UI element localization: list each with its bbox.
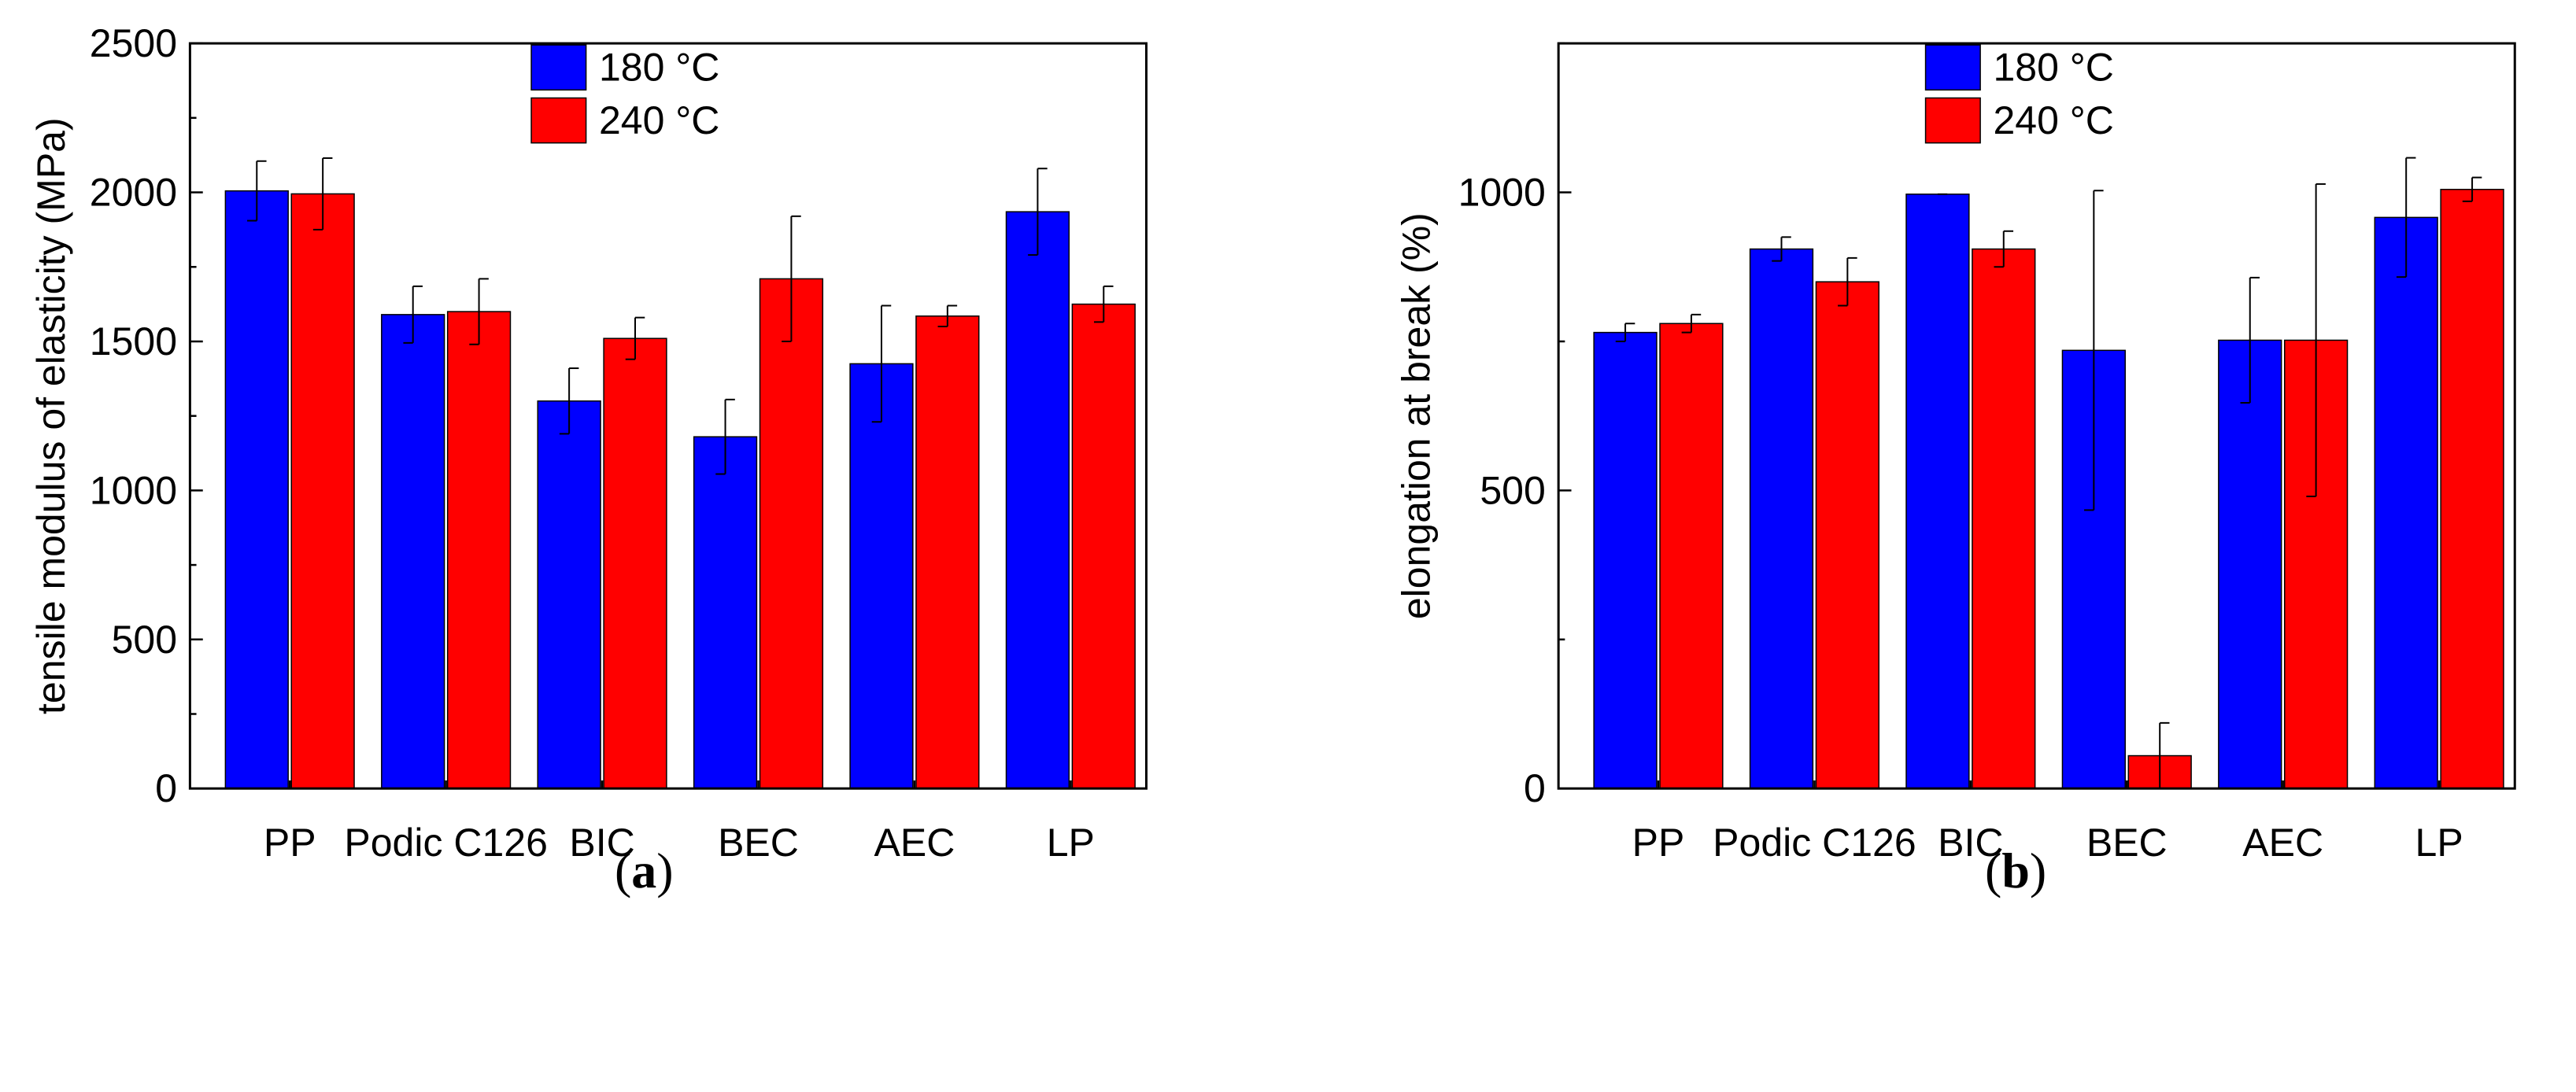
bar-podic-c126-s0 <box>1749 248 1814 789</box>
bar-lp-s1 <box>2440 188 2504 789</box>
bar-lp-s0 <box>1005 211 1070 789</box>
bar-aec-s0 <box>849 363 914 789</box>
panel-caption: (a) <box>615 843 674 898</box>
legend-label-s0: 180 °C <box>1993 46 2113 90</box>
y-tick-label: 500 <box>112 618 177 662</box>
x-tick-label: LP <box>2415 821 2463 865</box>
y-tick-label: 1500 <box>90 319 177 363</box>
x-tick-label: BIC <box>569 821 634 865</box>
x-tick-label: PP <box>1632 821 1685 865</box>
x-tick-label: BEC <box>2086 821 2168 865</box>
bar-pp-s1 <box>1659 323 1724 789</box>
bar-bec-s1 <box>759 278 824 789</box>
bar-lp-s1 <box>1071 303 1136 789</box>
panel-caption: (b) <box>1985 843 2046 898</box>
legend-label-s1: 240 °C <box>599 98 719 142</box>
legend-swatch-s0 <box>530 44 587 91</box>
x-tick-label: AEC <box>2242 821 2323 865</box>
caption-close: ) <box>656 843 673 898</box>
y-tick-label: 2000 <box>90 171 177 215</box>
x-tick-label: BEC <box>718 821 799 865</box>
y-tick-label: 0 <box>155 766 177 810</box>
bar-podic-c126-s0 <box>381 314 445 789</box>
bar-bec-s0 <box>693 436 758 789</box>
y-tick-label: 1000 <box>1458 171 1546 215</box>
bar-aec-s1 <box>915 315 980 789</box>
legend-swatch-s1 <box>530 97 587 144</box>
x-tick-label: AEC <box>874 821 955 865</box>
x-tick-label: Podic C126 <box>344 821 548 865</box>
bar-aec-s0 <box>2218 339 2282 789</box>
caption-close: ) <box>2030 843 2046 898</box>
y-axis-label: elongation at break (%) <box>1395 212 1439 619</box>
caption-open: ( <box>615 843 631 898</box>
y-tick-label: 0 <box>1524 766 1546 810</box>
chart-panel-b: PP Podic C126 BIC BEC AEC LP 0 500 1000 elongatio… <box>1395 42 2516 898</box>
bar-pp-s0 <box>224 190 289 789</box>
bar-bic-s1 <box>603 338 667 789</box>
x-tick-label: BIC <box>1938 821 2003 865</box>
bar-pp-s1 <box>290 193 355 789</box>
caption-letter: b <box>2001 843 2030 898</box>
y-axis-label: tensile modulus of elasticity (MPa) <box>29 117 73 714</box>
bar-podic-c126-s1 <box>446 311 512 789</box>
y-tick-label: 1000 <box>90 468 177 512</box>
caption-open: ( <box>1985 843 2001 898</box>
bar-bic-s0 <box>1905 194 1970 789</box>
caption-letter: a <box>631 843 656 898</box>
x-tick-label: LP <box>1047 821 1095 865</box>
bar-bic-s1 <box>1972 248 2036 789</box>
bar-bic-s0 <box>537 400 601 789</box>
bar-podic-c126-s1 <box>1815 281 1879 789</box>
legend-label-s1: 240 °C <box>1993 98 2113 142</box>
legend-swatch-s1 <box>1924 97 1981 144</box>
legend-swatch-s0 <box>1924 44 1981 91</box>
y-tick-label: 500 <box>1480 468 1545 512</box>
bar-pp-s0 <box>1593 331 1658 789</box>
x-tick-label: Podic C126 <box>1713 821 1916 865</box>
x-tick-label: PP <box>264 821 316 865</box>
chart-panel-a: PP Podic C126 BIC BEC AEC LP 0 500 1000 1500 2000 2… <box>29 21 1148 898</box>
legend-label-s0: 180 °C <box>599 46 719 90</box>
bar-lp-s0 <box>2374 216 2438 789</box>
y-tick-label: 2500 <box>90 21 177 65</box>
plot-frame <box>1557 42 2516 790</box>
